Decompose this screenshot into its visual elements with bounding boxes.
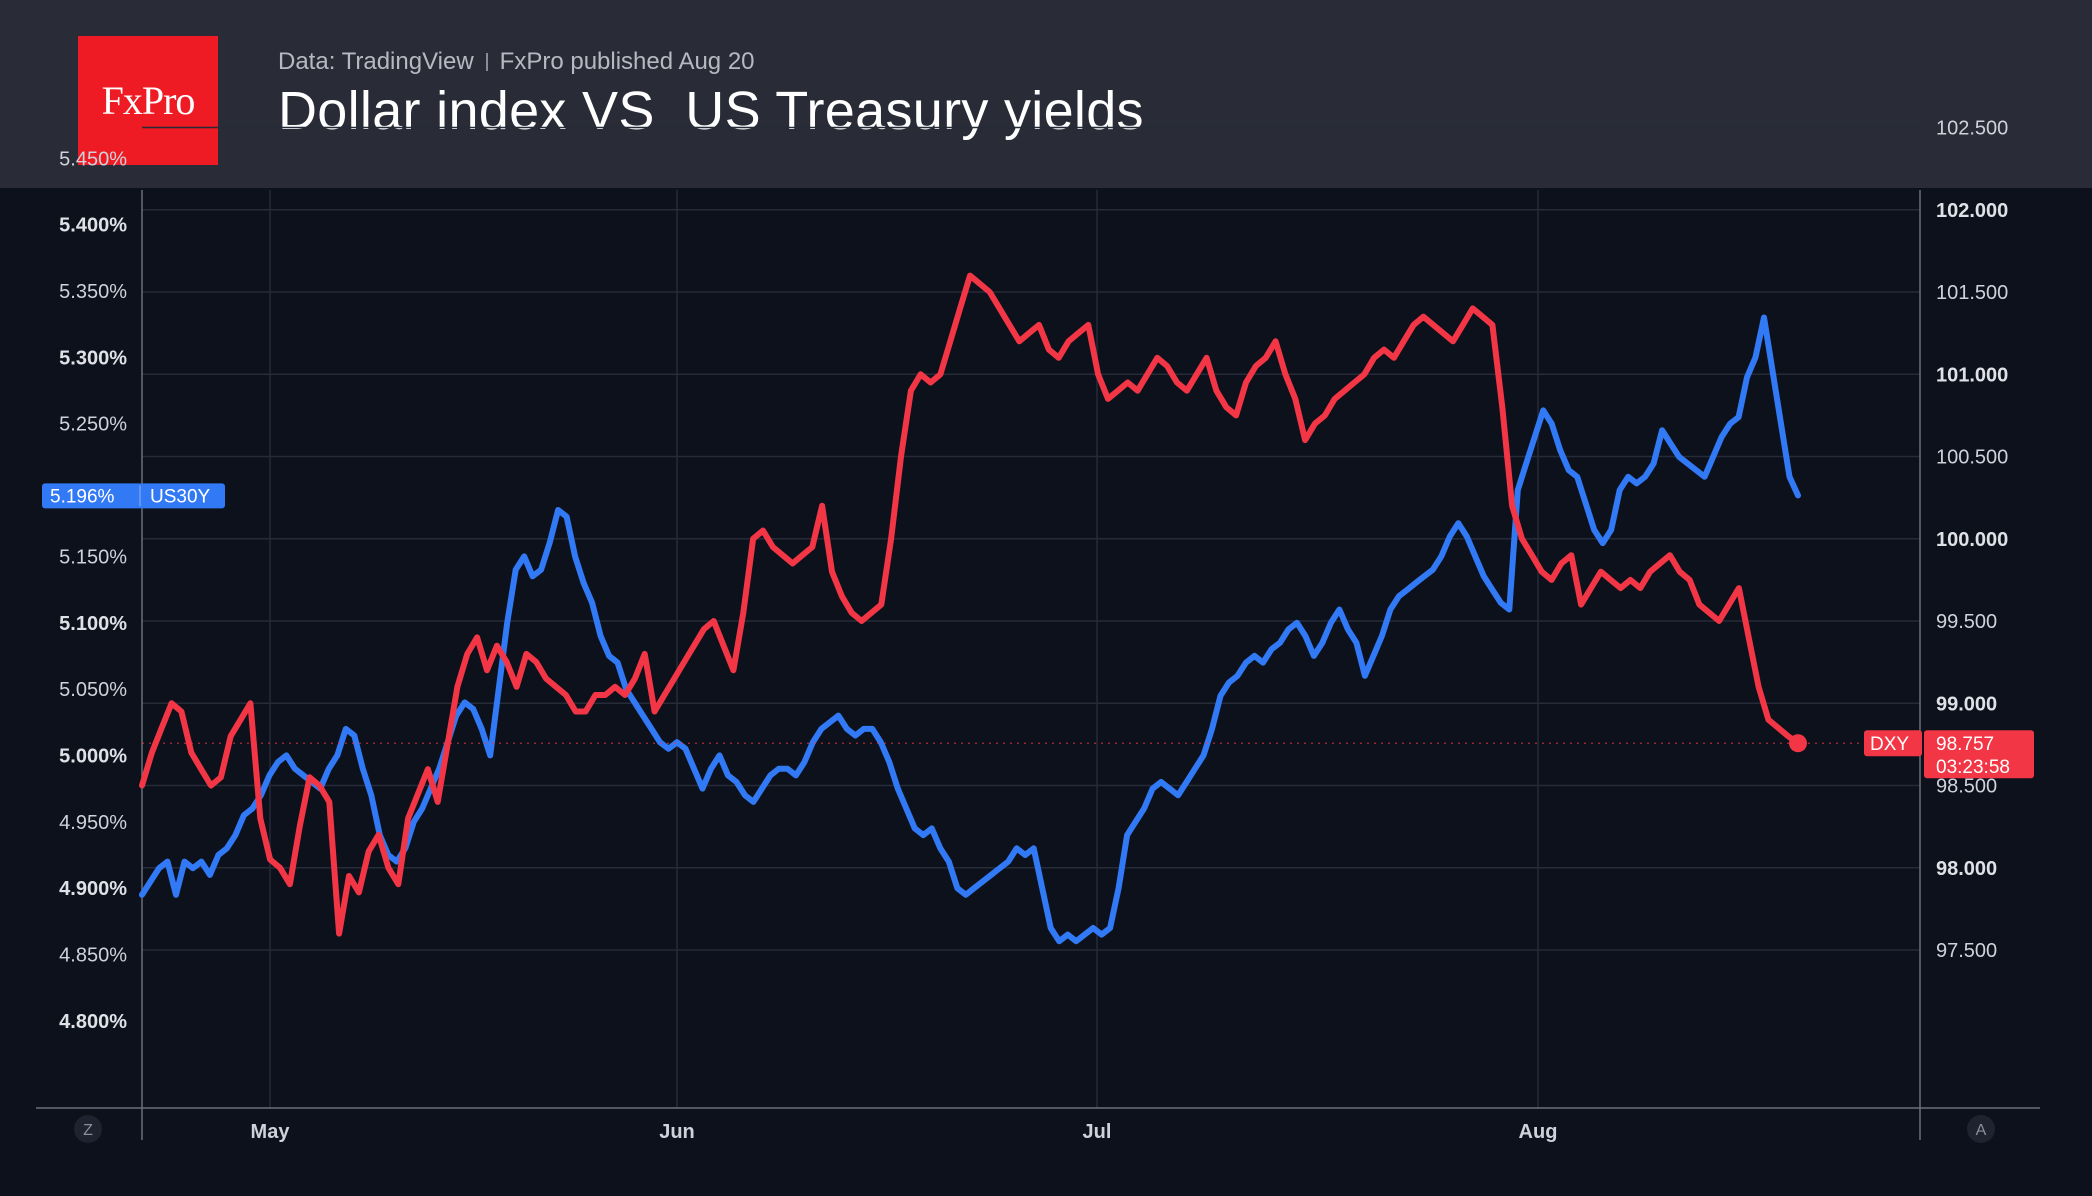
series-line-us30y xyxy=(139,314,1801,945)
left-tick-label: 5.150% xyxy=(59,546,127,568)
dxy-tag-value-box xyxy=(1924,730,2034,779)
corner-label-left[interactable]: Z xyxy=(83,1122,93,1139)
dxy-tag-value: 98.757 xyxy=(1936,734,1994,755)
us30y-tag-value: 5.196% xyxy=(50,486,115,507)
page-title: Dollar index VS US Treasury yields xyxy=(278,81,1144,141)
us30y-tag xyxy=(42,483,225,509)
right-tick-label: 98.500 xyxy=(1936,776,1997,798)
series-line-dxy xyxy=(139,272,1801,937)
right-tick-label: 102.500 xyxy=(1936,118,2008,140)
left-tick-label: 4.950% xyxy=(59,812,127,834)
right-tick-label: 102.000 xyxy=(1936,200,2008,222)
grid xyxy=(142,126,1920,1108)
dxy-tag-name-box xyxy=(1864,730,1922,757)
x-tick-label: Jun xyxy=(659,1121,695,1143)
series-lines xyxy=(139,272,1920,945)
x-tick-label: Aug xyxy=(1519,1121,1558,1143)
right-tick-label: 99.000 xyxy=(1936,693,1997,715)
dxy-tag-countdown: 03:23:58 xyxy=(1936,757,2010,778)
left-tick-label: 5.000% xyxy=(59,745,127,767)
x-tick-label: May xyxy=(251,1121,291,1143)
dxy-last-dot xyxy=(1789,734,1807,753)
header-bar: FxPro Data: TradingView FxPro published A… xyxy=(0,0,2092,188)
left-tick-label: 4.900% xyxy=(59,878,127,900)
right-tick-label: 97.500 xyxy=(1936,940,1997,962)
right-tick-label: 101.500 xyxy=(1936,282,2008,304)
left-tick-label: 5.050% xyxy=(59,679,127,701)
left-tick-label: 5.300% xyxy=(59,347,127,369)
source-label: Data: TradingView xyxy=(278,48,474,75)
dxy-tag-name: DXY xyxy=(1870,734,1909,755)
right-tick-label: 100.000 xyxy=(1936,529,2008,551)
left-tick-label: 5.250% xyxy=(59,414,127,436)
publish-label: FxPro published Aug 20 xyxy=(499,48,755,75)
left-tick-label: 5.400% xyxy=(59,215,127,237)
left-tick-label: 4.850% xyxy=(59,945,127,967)
right-tick-label: 98.000 xyxy=(1936,858,1997,880)
right-tick-label: 100.500 xyxy=(1936,447,2008,469)
corner-button-left[interactable] xyxy=(74,1115,102,1143)
left-tick-label: 5.450% xyxy=(59,148,127,170)
source-line: Data: TradingView FxPro published Aug 20 xyxy=(278,48,755,76)
x-tick-label: Jul xyxy=(1083,1121,1112,1143)
axis-labels: May Jun Jul Aug 5.450% 5.400% 5.350% 5.300% 5.25… xyxy=(59,118,2008,1144)
left-tick-label: 4.800% xyxy=(59,1011,127,1033)
corner-label-right[interactable]: A xyxy=(1976,1122,1987,1139)
right-tick-label: 99.500 xyxy=(1936,611,1997,633)
corner-button-right[interactable] xyxy=(1967,1115,1995,1143)
separator xyxy=(485,53,488,71)
left-tick-label: 5.350% xyxy=(59,281,127,303)
fxpro-logo: FxPro xyxy=(78,36,218,165)
us30y-tag-name: US30Y xyxy=(150,486,211,507)
right-tick-label: 101.000 xyxy=(1936,364,2008,386)
left-tick-label: 5.100% xyxy=(59,613,127,635)
logo-text: FxPro xyxy=(101,78,196,123)
